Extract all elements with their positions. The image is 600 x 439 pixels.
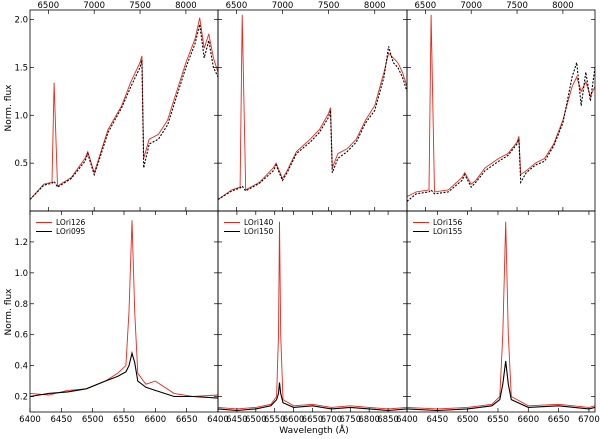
series-line-red-0 (218, 14, 407, 200)
x-tick-label: 6650 (176, 415, 198, 425)
x-tick-label: 6700 (578, 415, 600, 425)
x-tick-label: 7500 (129, 1, 151, 11)
x-tick-label: 6500 (226, 1, 248, 11)
x-tick-label: 6500 (245, 415, 267, 425)
series-line-LOri126 (30, 220, 218, 397)
series-line-black-1 (407, 62, 595, 202)
y-tick-label: 2.0 (14, 16, 28, 26)
panel-bottom-left: 6400 6450 6500 6550 6600 6650 0.2 0.4 0.6 0.8 1.0 1… (14, 210, 219, 425)
x-tick-label: 7000 (83, 1, 105, 11)
x-tick-label: 6550 (264, 415, 286, 425)
top-ylabel: Norm. flux (4, 84, 14, 132)
x-tick-label: 7500 (506, 1, 528, 11)
panel-frame (406, 9, 596, 212)
series-line-LOri156 (407, 221, 595, 410)
x-tick-label: 6400 (19, 415, 41, 425)
xlabel: Wavelength (Å) (279, 424, 348, 436)
series-line-red-0 (30, 17, 218, 200)
y-tick-label: 0.8 (14, 300, 28, 310)
panel-frame (29, 9, 219, 212)
series-line-red-0 (407, 14, 595, 198)
y-tick-label: 0.5 (14, 159, 28, 169)
x-tick-label: 6850 (377, 415, 399, 425)
panel-bottom-middle: 6400645065006550660066506700675068006850… (207, 210, 408, 425)
x-tick-label: 6600 (517, 415, 539, 425)
x-tick-label: 6500 (457, 415, 479, 425)
x-tick-label: 6400 (207, 415, 229, 425)
bottom-ylabel: Norm. flux (4, 288, 14, 336)
panel-frame (217, 210, 408, 413)
series-line-LOri150 (218, 382, 407, 412)
x-tick-label: 6450 (226, 415, 248, 425)
panel-top-right: 6500 7000 7500 8000 (406, 1, 596, 212)
legend-label: LOri155 (433, 227, 463, 236)
x-tick-label: 6650 (548, 415, 570, 425)
series-line-black-1 (218, 46, 407, 200)
x-tick-label: 6400 (396, 415, 418, 425)
legend-label: LOri126 (56, 218, 86, 227)
x-tick-label: 6500 (82, 415, 104, 425)
x-tick-label: 8000 (175, 1, 197, 11)
y-tick-label: 0.2 (14, 393, 28, 403)
x-tick-label: 6600 (145, 415, 167, 425)
legend-label: LOri095 (56, 227, 86, 236)
series-line-LOri140 (218, 221, 407, 410)
x-tick-label: 8000 (552, 1, 574, 11)
y-tick-label: 1.0 (14, 269, 28, 279)
x-tick-label: 6500 (38, 1, 60, 11)
series-line-black-1 (30, 24, 218, 200)
x-tick-label: 6700 (321, 415, 343, 425)
y-tick-label: 1.2 (14, 238, 28, 248)
series-line-LOri095 (30, 351, 218, 399)
y-tick-label: 1.5 (14, 63, 28, 73)
panel-frame (217, 9, 408, 212)
panel-top-middle: 6500 7000 7500 8000 (217, 1, 408, 212)
panel-frame (29, 210, 219, 413)
x-tick-label: 8000 (364, 1, 386, 11)
x-tick-label: 6550 (487, 415, 509, 425)
y-tick-label: 1.0 (14, 111, 28, 121)
x-tick-label: 6450 (51, 415, 73, 425)
x-tick-label: 6800 (358, 415, 380, 425)
y-tick-label: 0.6 (14, 331, 28, 341)
x-tick-label: 6550 (113, 415, 135, 425)
x-tick-label: 7500 (318, 1, 340, 11)
panel-top-left: 6500 7000 7500 8000 0.5 1.0 1.5 2.0 (14, 1, 219, 212)
panel-frame (406, 210, 596, 413)
x-tick-label: 6500 (415, 1, 437, 11)
legend-label: LOri140 (244, 218, 274, 227)
x-tick-label: 6650 (302, 415, 324, 425)
legend-label: LOri156 (433, 218, 463, 227)
x-tick-label: 6750 (339, 415, 361, 425)
legend-label: LOri150 (244, 227, 274, 236)
x-tick-label: 7000 (460, 1, 482, 11)
y-tick-label: 0.4 (14, 362, 28, 372)
x-tick-label: 6450 (427, 415, 449, 425)
panel-bottom-right: 6400 6450 6500 6550 6600 6650 6700 LOri156LOri1… (396, 210, 600, 425)
x-tick-label: 7000 (272, 1, 294, 11)
x-tick-label: 6600 (283, 415, 305, 425)
